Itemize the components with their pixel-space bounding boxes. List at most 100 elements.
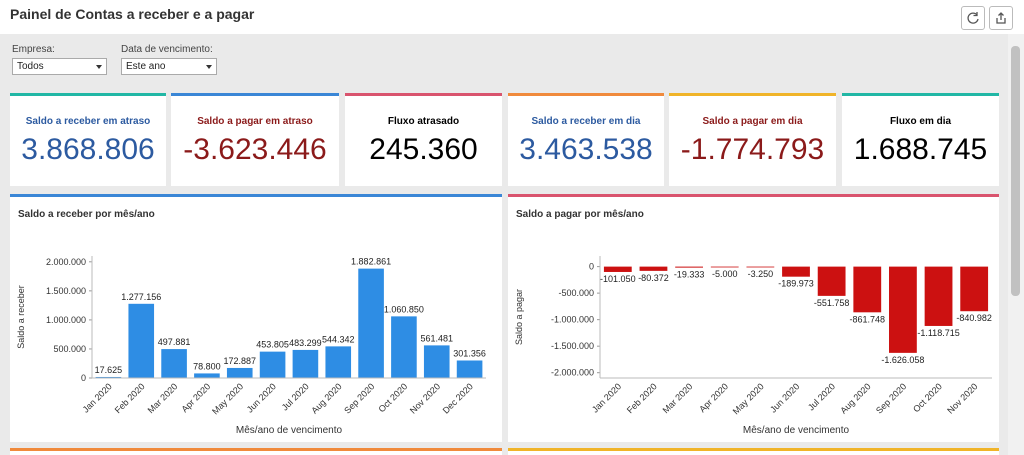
kpi-value: -1.774.793 (680, 133, 825, 166)
kpi-card-overdue-flow[interactable]: Fluxo atrasado 245.360 (345, 93, 502, 186)
y-tick-label: 2.000.000 (46, 257, 86, 267)
chart-title: Saldo a receber por mês/ano (18, 209, 155, 220)
kpi-label: Saldo a pagar em atraso (197, 116, 313, 127)
bar (95, 376, 122, 378)
bar-value-label: -80.372 (638, 273, 669, 283)
bar (259, 351, 286, 378)
kpi-value: 3.868.806 (21, 133, 155, 166)
company-select[interactable]: Todos (12, 58, 107, 75)
kpi-card-overdue-receivable[interactable]: Saldo a receber em atraso 3.868.806 (10, 93, 166, 186)
bar-value-label: 544.342 (322, 334, 355, 344)
kpi-label: Saldo a pagar em dia (702, 116, 803, 127)
bar-value-label: -1.118.715 (917, 328, 959, 338)
x-tick-label: Jan 2020 (590, 381, 623, 414)
x-tick-label: Apr 2020 (697, 381, 730, 414)
bar-value-label: -5.000 (712, 269, 738, 279)
bar (128, 303, 155, 378)
x-tick-label: Mar 2020 (661, 381, 695, 415)
due-date-select[interactable]: Este ano (121, 58, 217, 75)
y-tick-label: 1.000.000 (46, 315, 86, 325)
bar-value-label: 78.800 (193, 361, 221, 371)
due-date-filter: Data de vencimento: Este ano (121, 44, 217, 75)
vertical-scrollbar[interactable] (1008, 34, 1024, 455)
bar (889, 266, 917, 353)
bar-value-label: 497.881 (158, 337, 191, 347)
chevron-down-icon (206, 65, 212, 69)
x-tick-label: Jun 2020 (768, 381, 801, 414)
x-axis-title: Mês/ano de vencimento (743, 425, 850, 436)
kpi-card-current-payable[interactable]: Saldo a pagar em dia -1.774.793 (669, 93, 836, 186)
bar (292, 349, 319, 378)
bar (960, 266, 989, 312)
x-tick-label: Sep 2020 (874, 381, 908, 415)
y-tick-label: -1.000.000 (551, 315, 594, 325)
bar-value-label: -861.748 (850, 314, 886, 324)
refresh-icon (967, 12, 979, 24)
y-axis-title: Saldo a pagar (514, 289, 524, 345)
x-tick-label: Dec 2020 (441, 381, 475, 415)
kpi-label: Fluxo em dia (889, 116, 952, 127)
bar (161, 349, 187, 378)
bar (194, 373, 220, 378)
export-button[interactable] (989, 6, 1013, 30)
kpi-value: 3.463.538 (519, 133, 653, 166)
bar (325, 346, 352, 378)
top-bar: Painel de Contas a receber e a pagar (0, 0, 1024, 34)
bar-value-label: 561.481 (420, 333, 453, 343)
x-tick-label: Feb 2020 (113, 381, 147, 415)
receivable-chart-panel: Saldo a receber por mês/ano Saldo a rece… (10, 194, 502, 442)
x-tick-label: Jun 2020 (245, 381, 278, 414)
bar (226, 367, 253, 378)
bar-value-label: 172.887 (223, 356, 256, 366)
bottom-panel-left (10, 448, 502, 455)
kpi-value: 245.360 (369, 133, 478, 166)
x-tick-label: Jul 2020 (806, 381, 837, 412)
bar-value-label: 301.356 (453, 348, 486, 358)
kpi-value: -3.623.446 (183, 133, 327, 166)
bar-value-label: -189.973 (778, 279, 814, 289)
bar (853, 266, 882, 313)
due-date-select-value: Este ano (126, 61, 166, 72)
bar (456, 360, 483, 378)
receivable-chart: Saldo a receber 0 500.000 1.000.000 1.500.00… (16, 256, 486, 436)
kpi-label: Saldo a receber em dia (531, 116, 641, 127)
x-tick-label: May 2020 (731, 381, 766, 416)
y-tick-label: 500.000 (53, 344, 86, 354)
payable-chart: Saldo a pagar 0 -500.000 -1.000.000 -1.500.0… (514, 256, 992, 436)
payable-chart-panel: Saldo a pagar por mês/ano Saldo a pagar 0… (508, 194, 999, 442)
scrollbar-thumb[interactable] (1011, 46, 1020, 296)
bar (423, 345, 450, 378)
export-icon (996, 12, 1006, 24)
x-tick-label: Sep 2020 (342, 381, 376, 415)
kpi-card-overdue-payable[interactable]: Saldo a pagar em atraso -3.623.446 (171, 93, 339, 186)
kpi-label: Fluxo atrasado (387, 116, 460, 127)
kpi-card-current-flow[interactable]: Fluxo em dia 1.688.745 (842, 93, 999, 186)
bar-value-label: -551.758 (814, 298, 850, 308)
company-select-value: Todos (17, 61, 44, 72)
x-tick-label: Jan 2020 (81, 381, 114, 414)
x-tick-label: Feb 2020 (625, 381, 659, 415)
bar (391, 316, 417, 378)
kpi-card-current-receivable[interactable]: Saldo a receber em dia 3.463.538 (508, 93, 664, 186)
due-date-filter-label: Data de vencimento: (121, 44, 213, 55)
x-tick-label: Nov 2020 (945, 381, 979, 415)
bottom-panel-right (508, 448, 999, 455)
refresh-button[interactable] (961, 6, 985, 30)
y-tick-label: 1.500.000 (46, 286, 86, 296)
bar-value-label: -1.626.058 (881, 355, 924, 365)
y-tick-label: 0 (81, 373, 86, 383)
x-tick-label: Mar 2020 (146, 381, 180, 415)
bar-value-label: 453.805 (256, 340, 289, 350)
chart-title: Saldo a pagar por mês/ano (516, 209, 644, 220)
y-tick-label: 0 (589, 262, 594, 272)
y-tick-label: -500.000 (558, 288, 594, 298)
company-filter-label: Empresa: (12, 44, 55, 55)
chevron-down-icon (96, 65, 102, 69)
company-filter: Empresa: Todos (12, 44, 107, 75)
y-tick-label: -2.000.000 (551, 368, 594, 378)
bar-value-label: -19.333 (674, 270, 705, 280)
kpi-label: Saldo a receber em atraso (25, 116, 151, 127)
x-tick-label: Aug 2020 (309, 381, 343, 415)
x-tick-label: Apr 2020 (179, 381, 212, 414)
x-tick-label: Jul 2020 (280, 381, 311, 412)
